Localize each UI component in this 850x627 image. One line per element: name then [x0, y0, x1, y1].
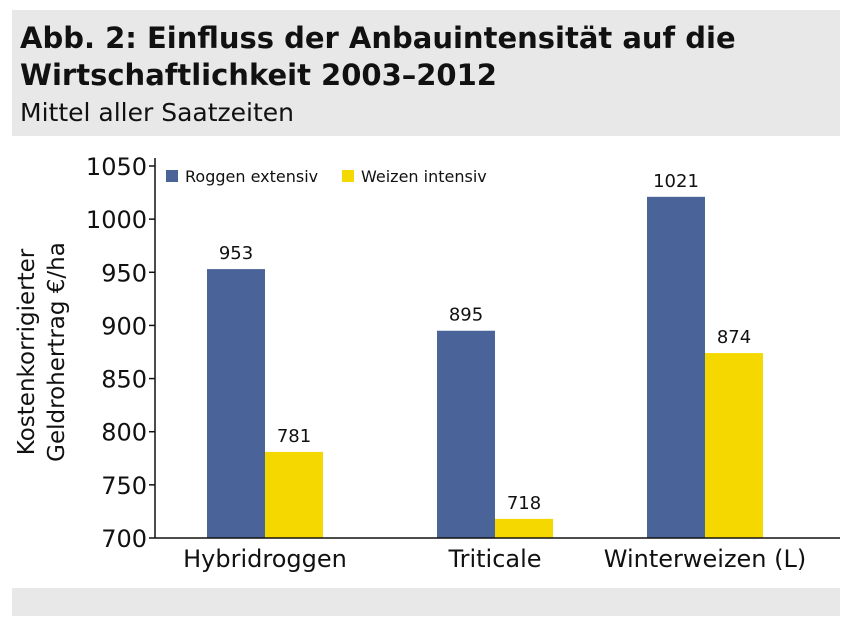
axes	[154, 158, 840, 539]
y-axis-label-line-2: Geldrohertrag €/ha	[44, 242, 70, 462]
y-axis-label-line-1: Kostenkorrigierter	[14, 248, 40, 455]
bar	[705, 353, 763, 538]
bar-value-label: 874	[717, 327, 751, 348]
y-tick-label: 800	[101, 419, 147, 447]
bar	[647, 196, 705, 538]
bar-value-label: 953	[219, 243, 253, 264]
chart-header: Abb. 2: Einfluss der Anbauintensität auf…	[12, 10, 840, 136]
bar	[265, 451, 323, 538]
x-tick-label: Winterweizen (L)	[604, 545, 807, 573]
chart-title-line-1: Abb. 2: Einfluss der Anbauintensität auf…	[20, 21, 736, 55]
chart-title-line-2: Wirtschaftlichkeit 2003–2012	[20, 58, 497, 92]
y-tick-label: 1050	[86, 153, 147, 181]
legend: Roggen extensiv Weizen intensiv	[166, 167, 487, 186]
x-tick-label: Hybridroggen	[183, 545, 347, 573]
y-axis-ticks: 700 750 800 850 900 950 1000 1050	[86, 153, 155, 553]
y-tick-label: 950	[101, 259, 147, 287]
y-tick-label: 750	[101, 472, 147, 500]
bar-value-label: 895	[449, 305, 483, 326]
x-tick-label: Triticale	[447, 545, 541, 573]
bar-value-label: 781	[277, 426, 311, 447]
bar	[495, 518, 553, 538]
legend-label: Roggen extensiv	[185, 167, 318, 186]
bar	[437, 330, 495, 538]
bars: 953 781 895 718 1021 874	[207, 171, 763, 538]
chart-title: Abb. 2: Einfluss der Anbauintensität auf…	[20, 20, 820, 94]
y-tick-label: 850	[101, 366, 147, 394]
chart-footer-band	[12, 588, 840, 616]
y-tick-label: 1000	[86, 206, 147, 234]
y-tick-label: 700	[101, 525, 147, 553]
bar-value-label: 1021	[653, 171, 699, 192]
legend-swatch	[342, 170, 354, 182]
bar-value-label: 718	[507, 493, 541, 514]
bar	[207, 269, 265, 538]
legend-swatch	[166, 170, 178, 182]
y-axis-label: Kostenkorrigierter Geldrohertrag €/ha	[14, 242, 70, 462]
chart-subtitle: Mittel aller Saatzeiten	[20, 98, 294, 127]
x-axis-labels: Hybridroggen Triticale Winterweizen (L)	[183, 545, 806, 573]
y-tick-label: 900	[101, 312, 147, 340]
legend-label: Weizen intensiv	[361, 167, 487, 186]
